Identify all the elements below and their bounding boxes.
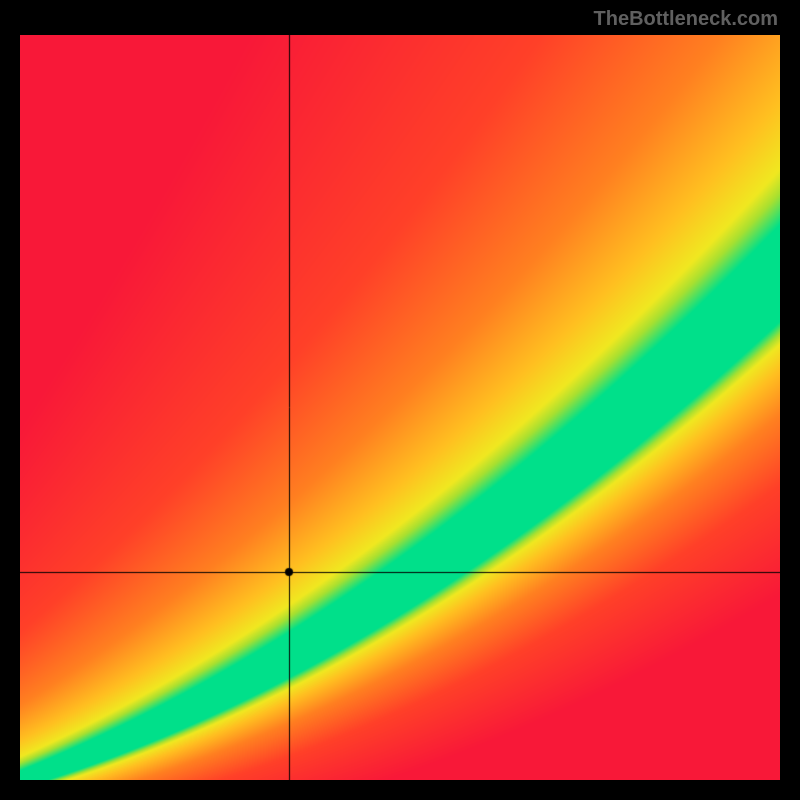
heatmap-canvas <box>20 35 780 780</box>
heatmap-plot <box>20 35 780 780</box>
watermark-text: TheBottleneck.com <box>594 8 778 31</box>
chart-container: TheBottleneck.com <box>0 0 800 800</box>
